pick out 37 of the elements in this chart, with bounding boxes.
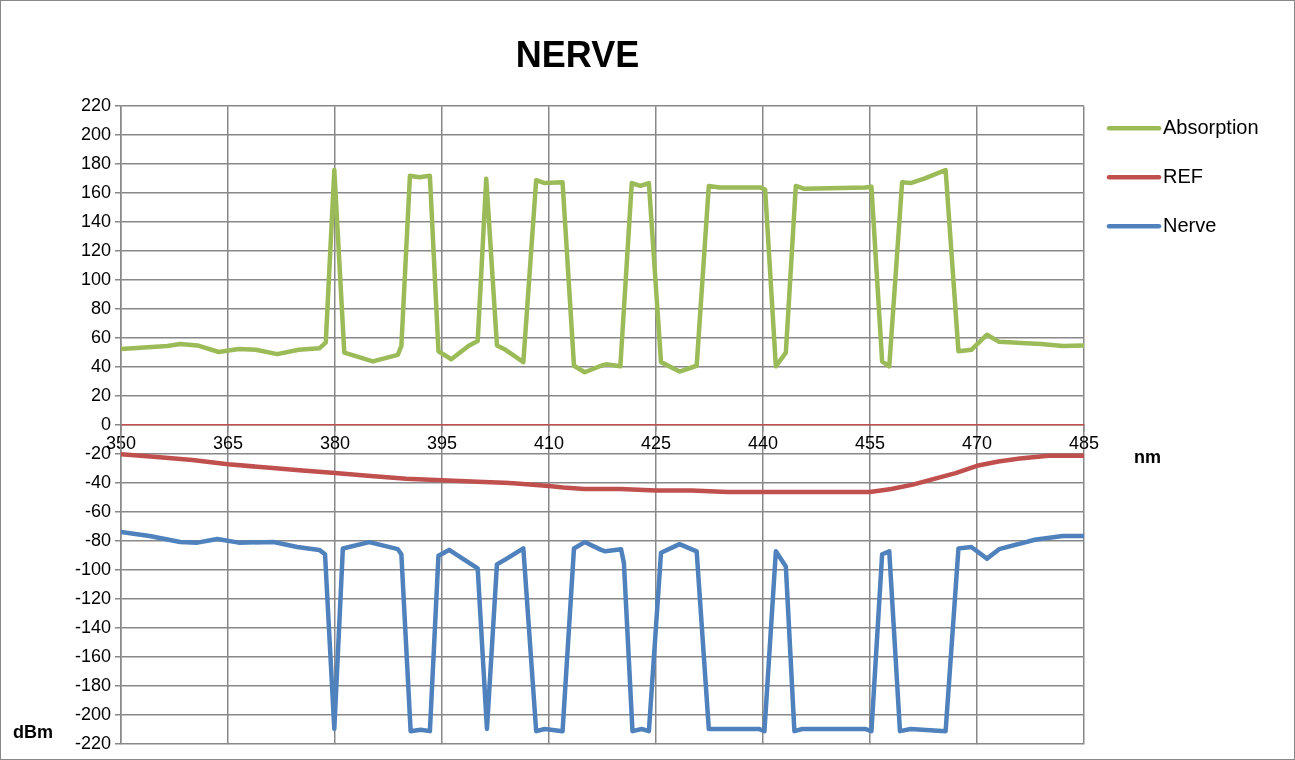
y-tick-label: 40	[91, 356, 112, 377]
legend-label: Nerve	[1163, 213, 1217, 236]
y-tick-label: -40	[85, 472, 112, 493]
y-tick-label: 120	[80, 240, 112, 261]
y-tick-label: 60	[91, 327, 112, 348]
y-tick-label: -200	[75, 704, 112, 725]
y-tick-label: 80	[91, 298, 112, 319]
y-tick-label: -80	[85, 530, 112, 551]
legend-label: Absorption	[1163, 115, 1259, 138]
y-tick-label: 140	[80, 211, 112, 232]
y-tick-label: -120	[75, 588, 112, 609]
x-tick-label: 365	[213, 432, 244, 453]
y-tick-label: 20	[91, 385, 112, 406]
y-axis-title: dBm	[13, 722, 53, 743]
x-tick-label: 485	[1068, 432, 1100, 453]
y-tick-label: -60	[85, 501, 112, 522]
x-tick-label: 410	[533, 432, 565, 453]
x-tick-label: 380	[320, 432, 351, 453]
y-tick-label: -180	[75, 675, 112, 696]
y-tick-label: 180	[80, 153, 112, 174]
x-tick-label: 470	[961, 432, 993, 453]
y-tick-label: -100	[75, 559, 112, 580]
y-tick-label: 160	[80, 182, 112, 203]
y-tick-label: 0	[101, 414, 112, 435]
y-tick-label: -220	[75, 733, 112, 754]
x-tick-label: 425	[640, 432, 672, 453]
y-tick-label: -140	[75, 617, 112, 638]
y-tick-label: -160	[75, 646, 112, 667]
legend-label: REF	[1163, 164, 1203, 187]
chart-title: NERVE	[515, 33, 640, 75]
y-tick-label: 220	[80, 95, 112, 116]
x-tick-label: 440	[747, 432, 779, 453]
x-tick-label: 395	[426, 432, 458, 453]
y-tick-label: 200	[80, 124, 112, 145]
y-tick-label: 100	[80, 269, 112, 290]
x-axis-title: nm	[1134, 447, 1161, 468]
x-tick-label: 455	[854, 432, 886, 453]
